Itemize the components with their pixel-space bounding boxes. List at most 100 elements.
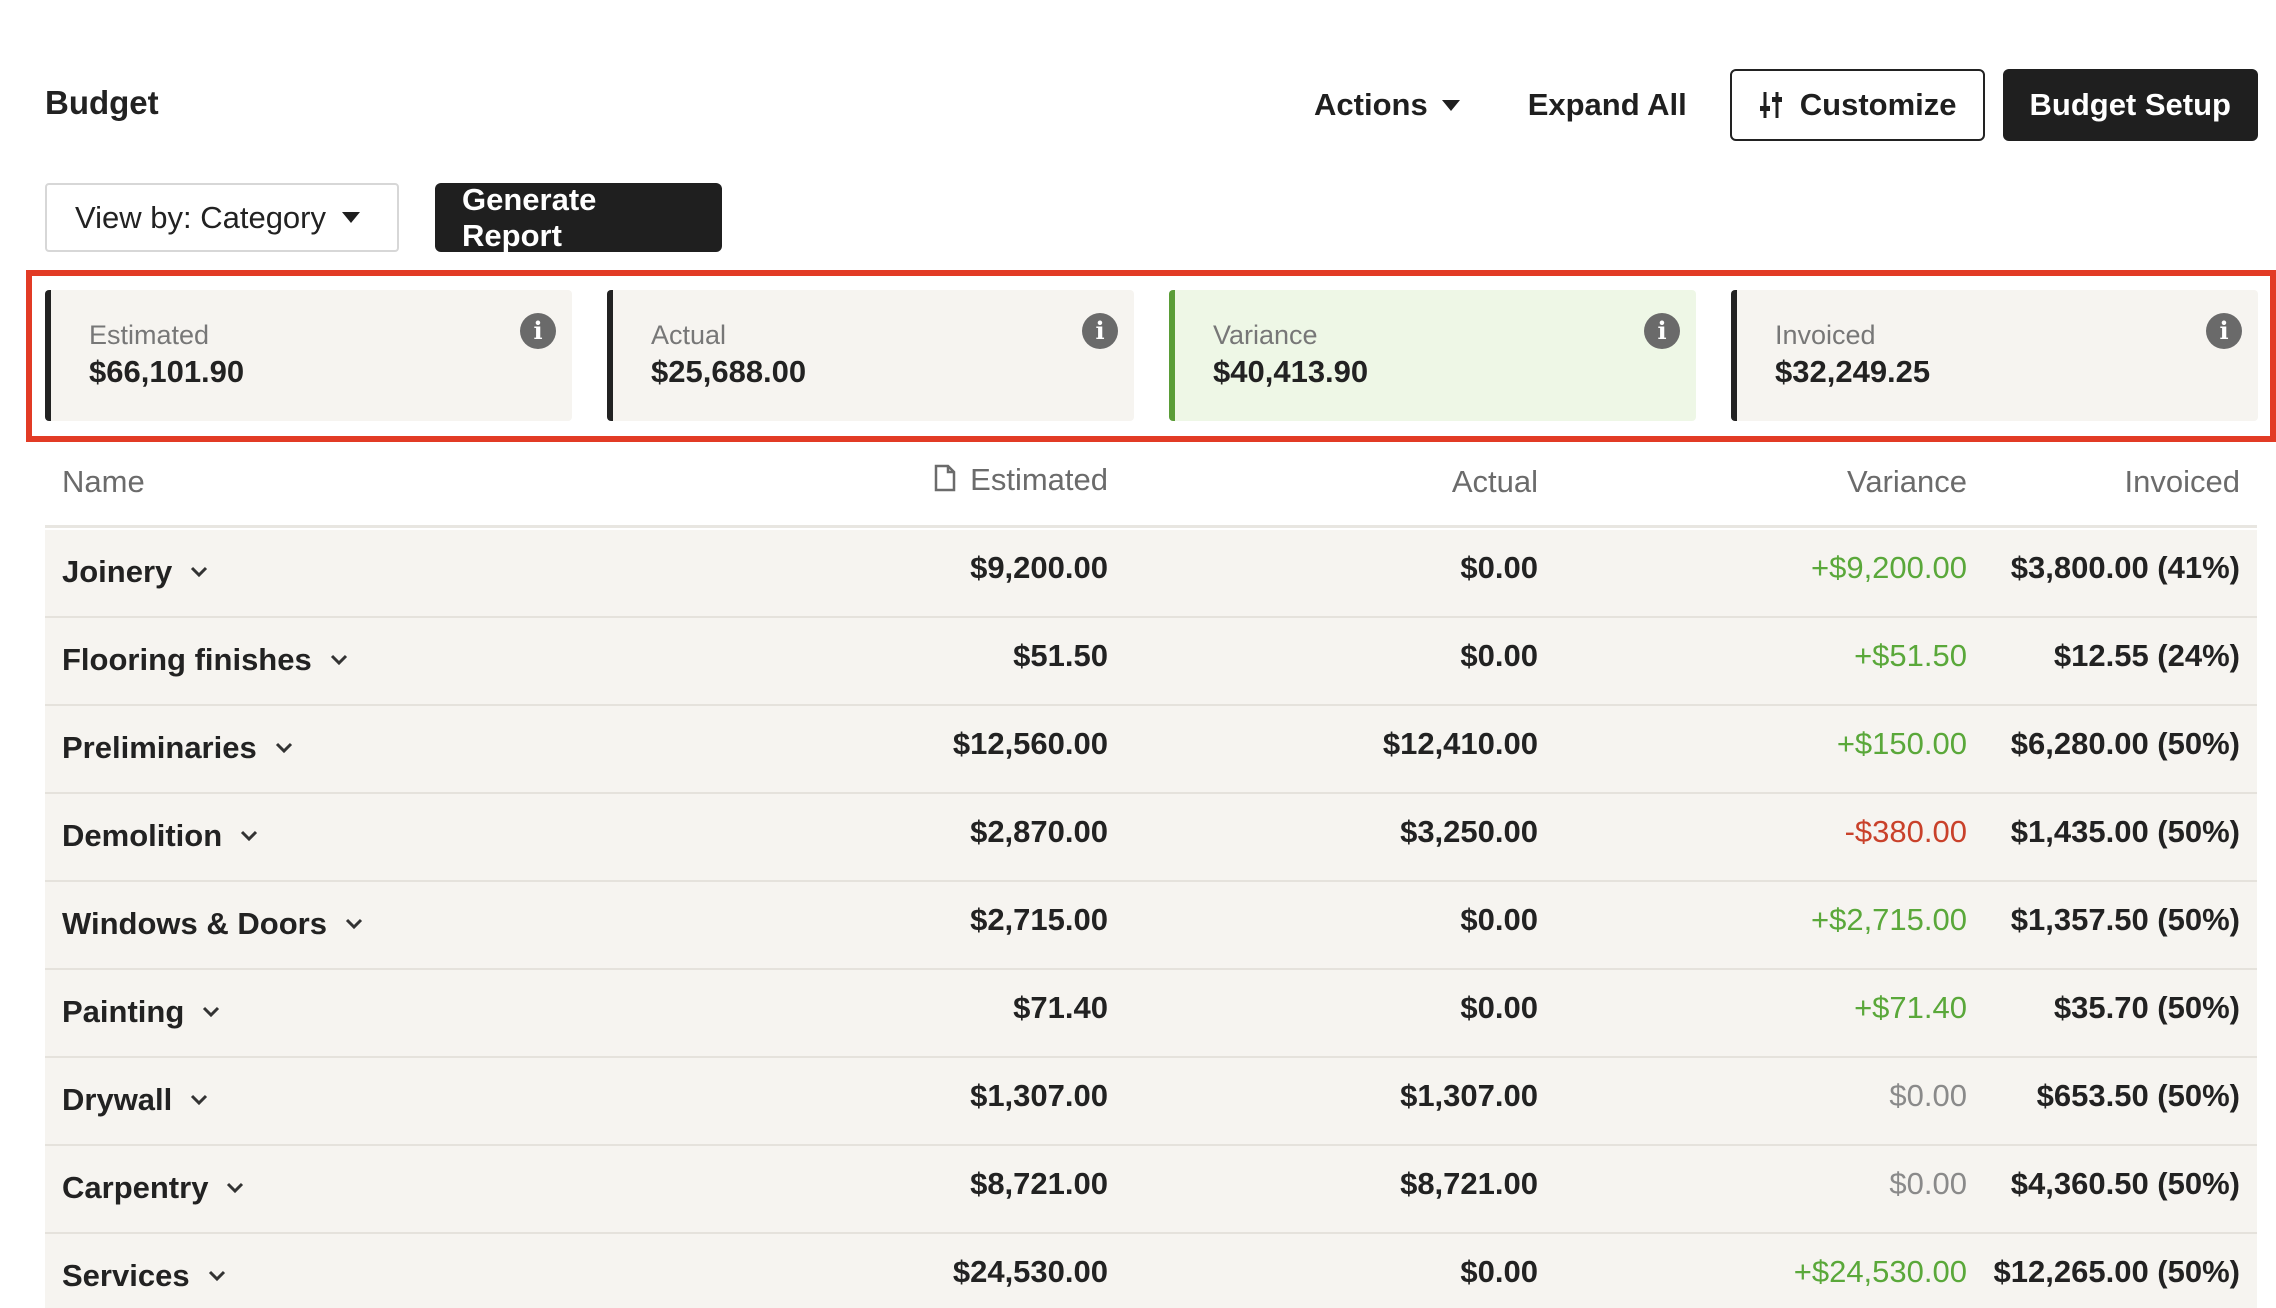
category-name: Carpentry <box>62 1170 209 1205</box>
row-expand-toggle[interactable]: Flooring finishes <box>62 642 348 678</box>
customize-label: Customize <box>1799 87 1957 122</box>
estimated-cell: $2,870.00 <box>970 814 1108 849</box>
actual-label: Actual <box>651 320 727 350</box>
info-icon[interactable]: i <box>1644 313 1680 349</box>
actual-cell: $8,721.00 <box>1400 1166 1538 1201</box>
invoiced-label: Invoiced <box>1775 320 1876 350</box>
category-name: Windows & Doors <box>62 906 327 941</box>
actual-cell: $0.00 <box>1460 902 1538 937</box>
category-name: Joinery <box>62 554 173 589</box>
estimated-value: $66,101.90 <box>89 354 245 389</box>
row-expand-toggle[interactable]: Preliminaries <box>62 730 293 766</box>
estimated-cell: $24,530.00 <box>952 1254 1108 1289</box>
actual-cell: $3,250.00 <box>1400 814 1538 849</box>
estimated-cell: $51.50 <box>1013 638 1108 673</box>
table-header: Name Estimated Actual Variance Invoiced <box>45 450 2257 528</box>
estimated-cell: $12,560.00 <box>952 726 1108 761</box>
category-name: Services <box>62 1258 190 1293</box>
budget-table-body: Joinery $9,200.00 $0.00 +$9,200.00 $3,80… <box>45 530 2257 1308</box>
actual-cell: $0.00 <box>1460 990 1538 1025</box>
actions-dropdown[interactable]: Actions <box>1289 69 1485 141</box>
info-icon[interactable]: i <box>520 313 556 349</box>
view-by-select[interactable]: View by: Category <box>45 183 399 252</box>
table-row: Carpentry $8,721.00 $8,721.00 $0.00 $4,3… <box>45 1146 2257 1234</box>
variance-cell: +$2,715.00 <box>1810 902 1967 937</box>
actual-cell: $1,307.00 <box>1400 1078 1538 1113</box>
budget-setup-button[interactable]: Budget Setup <box>2002 69 2258 141</box>
table-row: Preliminaries $12,560.00 $12,410.00 +$15… <box>45 706 2257 794</box>
variance-cell: +$9,200.00 <box>1810 550 1967 585</box>
table-row: Demolition $2,870.00 $3,250.00 -$380.00 … <box>45 794 2257 882</box>
estimated-card: Estimated $66,101.90 i <box>45 290 572 421</box>
row-expand-toggle[interactable]: Painting <box>62 994 220 1030</box>
category-name: Preliminaries <box>62 730 257 765</box>
page-title: Budget <box>45 84 159 121</box>
column-header-name[interactable]: Name <box>62 464 145 499</box>
generate-report-button[interactable]: Generate Report <box>435 182 722 253</box>
invoiced-cell: $35.70 (50%) <box>2053 990 2240 1025</box>
chevron-down-icon <box>208 1270 225 1282</box>
info-icon[interactable]: i <box>1082 313 1118 349</box>
chevron-down-icon <box>191 1094 208 1106</box>
estimated-column-label: Estimated <box>970 462 1108 497</box>
category-name: Demolition <box>62 818 223 853</box>
estimated-cell: $1,307.00 <box>970 1078 1108 1113</box>
invoiced-cell: $1,357.50 (50%) <box>2010 902 2240 937</box>
invoiced-cell: $12,265.00 (50%) <box>1993 1254 2240 1289</box>
estimated-cell: $9,200.00 <box>970 550 1108 585</box>
column-header-actual[interactable]: Actual <box>1451 464 1538 499</box>
chevron-down-icon <box>330 654 347 666</box>
variance-cell: -$380.00 <box>1844 814 1967 849</box>
summary-highlight-frame <box>26 270 2276 442</box>
variance-value: $40,413.90 <box>1213 354 1369 389</box>
table-row: Drywall $1,307.00 $1,307.00 $0.00 $653.5… <box>45 1058 2257 1146</box>
sliders-icon <box>1759 92 1782 118</box>
row-expand-toggle[interactable]: Demolition <box>62 818 258 854</box>
estimated-label: Estimated <box>89 320 210 350</box>
chevron-down-icon <box>203 1006 220 1018</box>
invoiced-value: $32,249.25 <box>1775 354 1931 389</box>
actual-cell: $0.00 <box>1460 1254 1538 1289</box>
actions-label: Actions <box>1314 87 1428 122</box>
column-header-estimated[interactable]: Estimated <box>934 462 1108 498</box>
invoiced-card: Invoiced $32,249.25 i <box>1731 290 2258 421</box>
table-row: Painting $71.40 $0.00 +$71.40 $35.70 (50… <box>45 970 2257 1058</box>
variance-cell: +$24,530.00 <box>1793 1254 1967 1289</box>
caret-down-icon <box>342 212 360 223</box>
actual-cell: $0.00 <box>1460 638 1538 673</box>
column-header-variance[interactable]: Variance <box>1846 464 1967 499</box>
document-icon <box>934 464 956 492</box>
row-expand-toggle[interactable]: Joinery <box>62 554 208 590</box>
actual-cell: $0.00 <box>1460 550 1538 585</box>
variance-cell: $0.00 <box>1889 1166 1967 1201</box>
table-row: Windows & Doors $2,715.00 $0.00 +$2,715.… <box>45 882 2257 970</box>
invoiced-cell: $1,435.00 (50%) <box>2010 814 2240 849</box>
chevron-down-icon <box>191 566 208 578</box>
variance-cell: +$150.00 <box>1836 726 1967 761</box>
invoiced-cell: $4,360.50 (50%) <box>2010 1166 2240 1201</box>
variance-cell: +$71.40 <box>1854 990 1967 1025</box>
estimated-cell: $8,721.00 <box>970 1166 1108 1201</box>
actual-value: $25,688.00 <box>651 354 807 389</box>
variance-card: Variance $40,413.90 i <box>1169 290 1696 421</box>
customize-button[interactable]: Customize <box>1729 69 1985 141</box>
estimated-cell: $2,715.00 <box>970 902 1108 937</box>
variance-label: Variance <box>1213 320 1318 350</box>
row-expand-toggle[interactable]: Carpentry <box>62 1170 244 1206</box>
view-by-label: View by: Category <box>75 199 326 235</box>
actual-card: Actual $25,688.00 i <box>607 290 1134 421</box>
estimated-cell: $71.40 <box>1013 990 1108 1025</box>
column-header-invoiced[interactable]: Invoiced <box>2124 464 2240 499</box>
info-icon[interactable]: i <box>2206 313 2242 349</box>
row-expand-toggle[interactable]: Drywall <box>62 1082 208 1118</box>
header-actions: Actions Expand All Customize Budget Setu… <box>1289 69 2258 141</box>
chevron-down-icon <box>227 1182 244 1194</box>
invoiced-cell: $6,280.00 (50%) <box>2010 726 2240 761</box>
expand-all-button[interactable]: Expand All <box>1527 87 1687 122</box>
chevron-down-icon <box>345 918 363 930</box>
invoiced-cell: $653.50 (50%) <box>2036 1078 2240 1113</box>
table-row: Services $24,530.00 $0.00 +$24,530.00 $1… <box>45 1234 2257 1308</box>
row-expand-toggle[interactable]: Windows & Doors <box>62 906 363 942</box>
row-expand-toggle[interactable]: Services <box>62 1258 226 1294</box>
